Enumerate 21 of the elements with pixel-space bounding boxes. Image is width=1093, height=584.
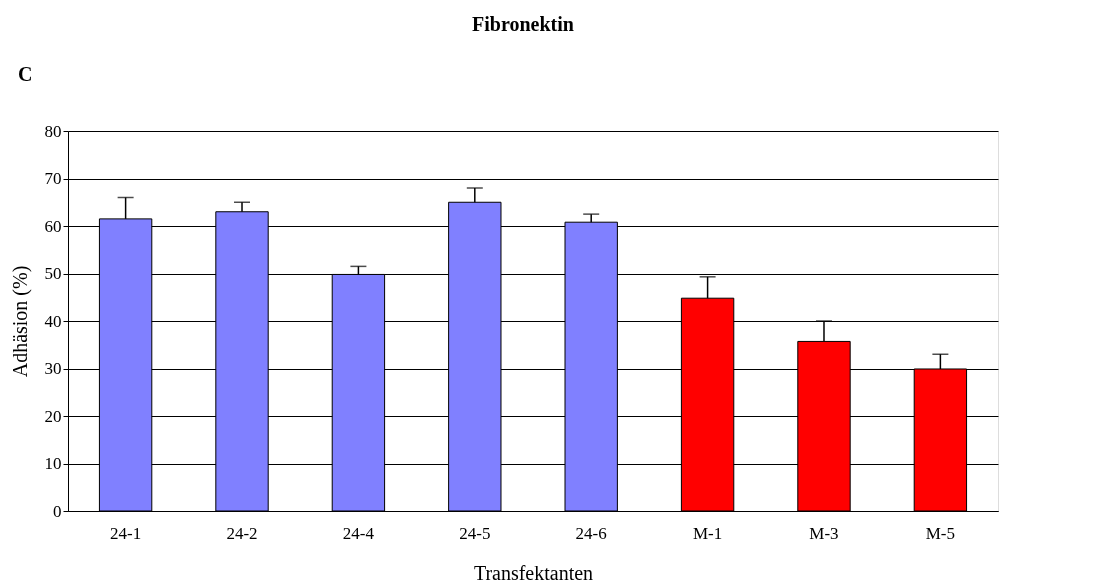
x-tick-label: 24-1 (110, 523, 142, 543)
x-tick-label: M-3 (809, 523, 839, 543)
x-tick-label: 24-2 (226, 523, 258, 543)
y-tick-label: 50 (44, 264, 62, 283)
y-tick-label: 40 (44, 311, 62, 331)
y-tick-label: 80 (44, 121, 62, 141)
x-tick-label: M-1 (692, 523, 723, 543)
x-tick-label: 24-6 (575, 523, 607, 543)
text: C (18, 63, 33, 85)
chart-title: Fibronektin (472, 13, 574, 35)
y-tick-label: 30 (44, 359, 62, 378)
x-axis-title: Transfektanten (473, 561, 594, 584)
y-axis-title: Adhäsion (%) (8, 265, 32, 378)
y-tick-label: 0 (53, 501, 62, 521)
x-tick-label: 24-4 (342, 523, 375, 543)
y-tick-label: 70 (44, 169, 62, 188)
y-tick-label: 20 (44, 406, 62, 426)
y-tick-label: 60 (44, 216, 62, 236)
x-tick-label: M-5 (925, 523, 956, 543)
x-tick-label: 24-5 (459, 523, 491, 543)
y-tick-label: 10 (44, 454, 62, 473)
